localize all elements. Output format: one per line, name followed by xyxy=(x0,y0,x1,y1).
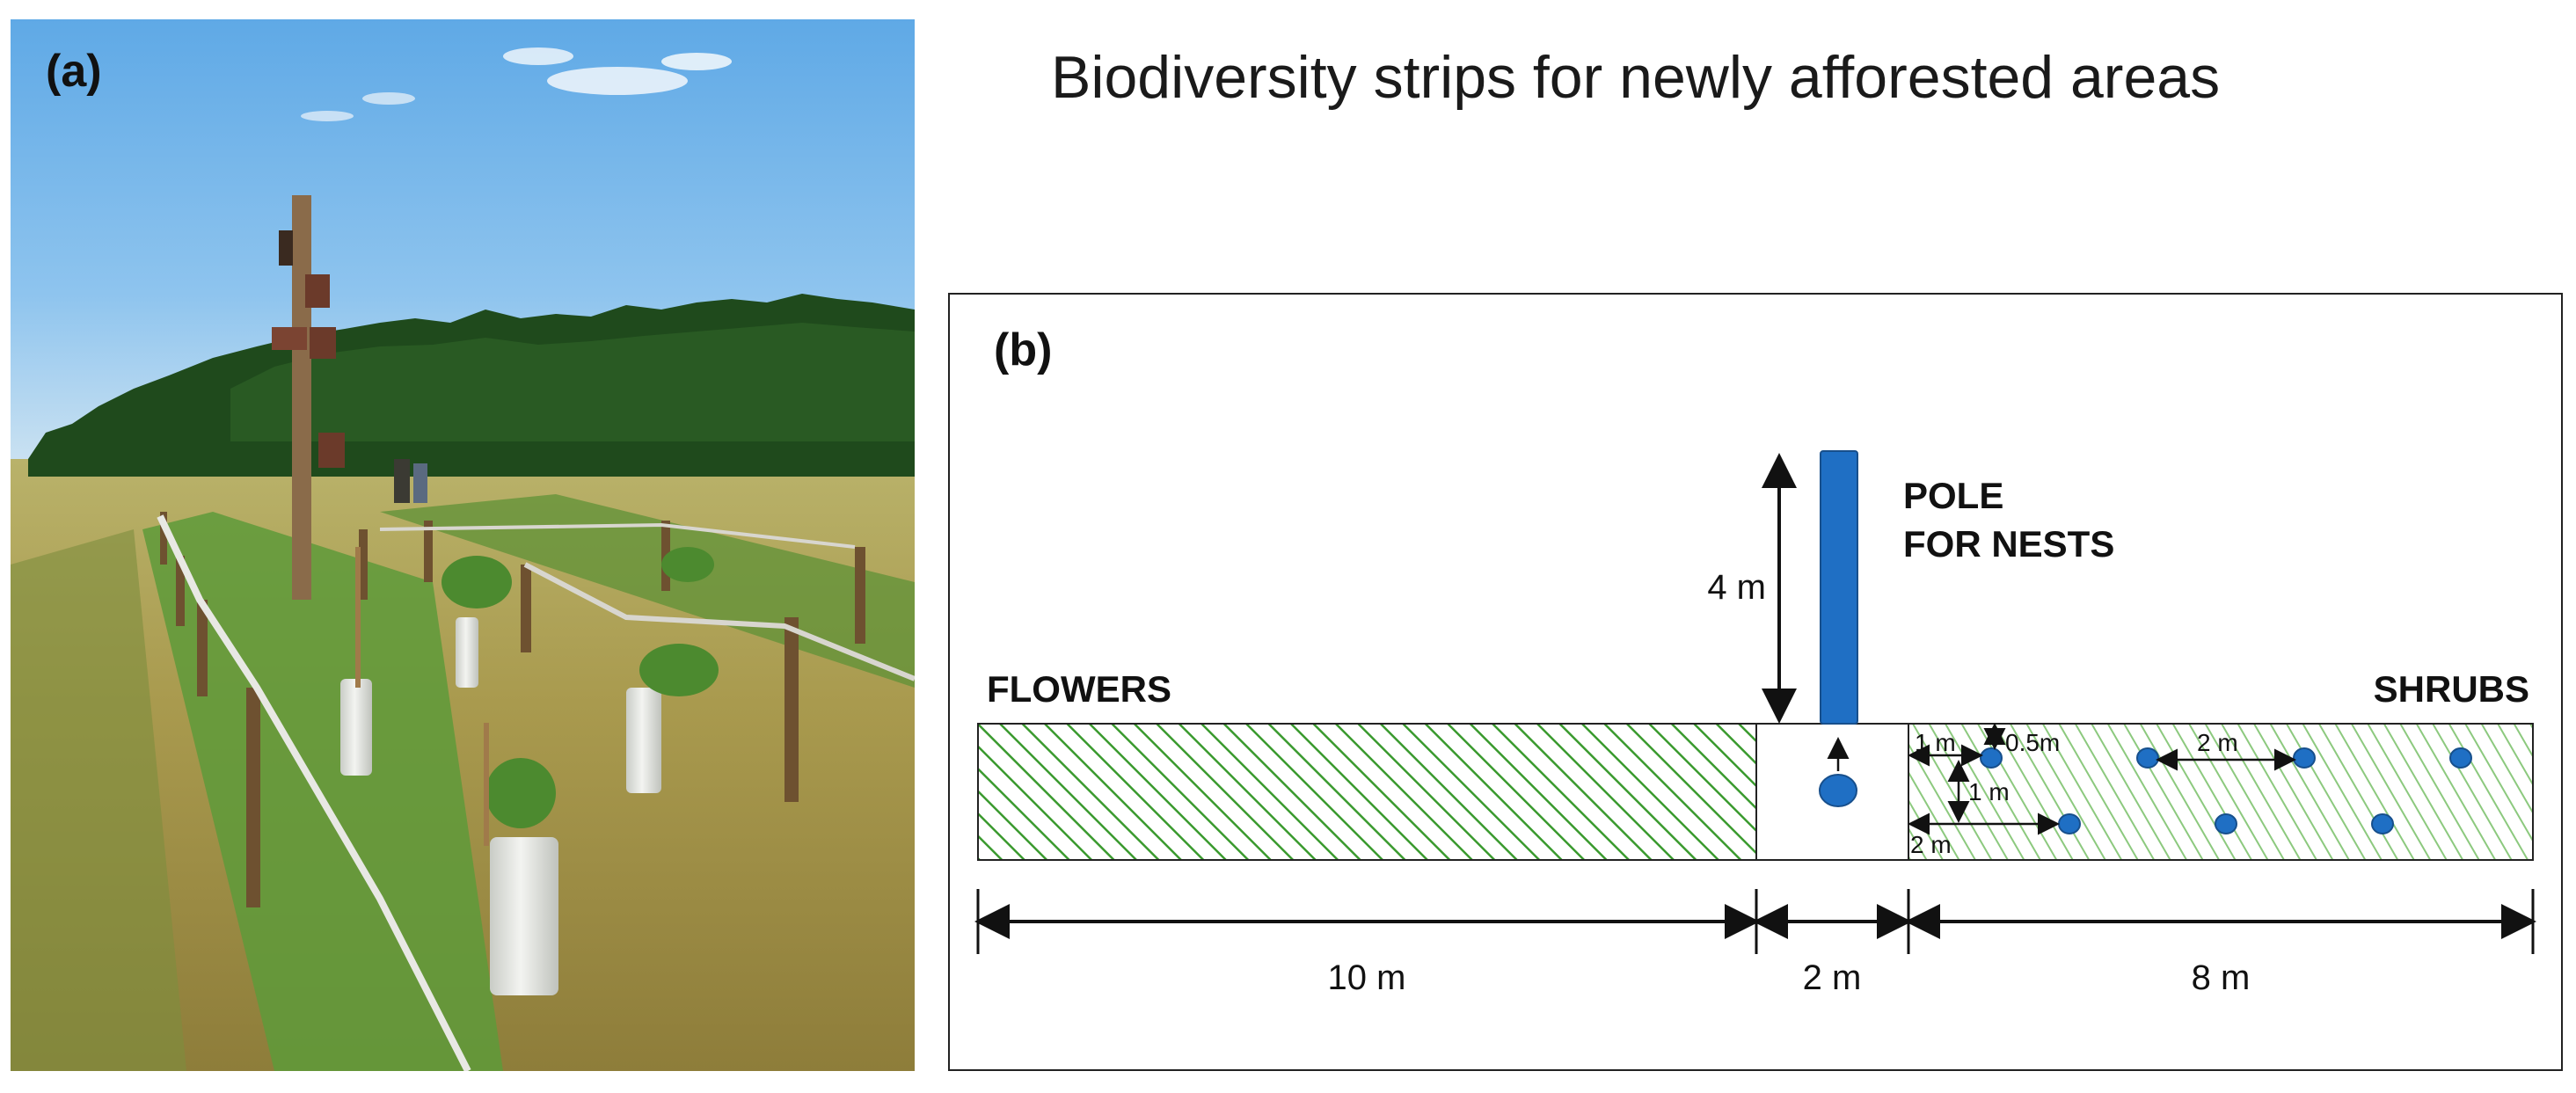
dim-1m-rows-label: 1 m xyxy=(1968,778,2010,805)
photo-panel: (a) xyxy=(11,19,915,1071)
tree-guard xyxy=(626,688,661,793)
treeline-shade xyxy=(230,323,915,441)
pole-label-line1: POLE xyxy=(1903,475,2003,516)
shrub-dot xyxy=(2215,813,2237,834)
figure-title: Biodiversity strips for newly afforested… xyxy=(1051,44,2221,111)
pole-height-label: 4 m xyxy=(1707,568,1766,607)
dim-05m-label: 0.5m xyxy=(2005,729,2060,756)
cloud xyxy=(301,111,354,121)
diagram-panel: (b) FLOWERS SHRUBS POLE FOR NESTS 4 m 1 … xyxy=(948,293,2563,1071)
tree-guard xyxy=(490,837,558,995)
shrub-dot xyxy=(2136,747,2159,769)
shrub-dot xyxy=(1980,747,2003,769)
nest-box xyxy=(272,327,307,350)
dim-2m-between-label: 2 m xyxy=(2197,729,2238,756)
tree-guard xyxy=(340,679,372,776)
nest-pole-bar xyxy=(1820,450,1858,725)
shrubs-label: SHRUBS xyxy=(2374,668,2529,710)
shrub-dot xyxy=(2449,747,2472,769)
shrub-dots xyxy=(1980,747,2472,834)
fence-rope xyxy=(523,562,915,681)
stake xyxy=(355,547,361,688)
panel-a-label: (a) xyxy=(46,46,102,97)
nest-box xyxy=(279,230,293,266)
fence-posts xyxy=(160,512,865,907)
dim-2m-offset-label: 2 m xyxy=(1910,831,1952,858)
flowers-label: FLOWERS xyxy=(987,668,1171,710)
cloud xyxy=(362,92,415,105)
width-pole-label: 2 m xyxy=(1803,958,1862,997)
shrub-dot xyxy=(2293,747,2316,769)
panel-b-label: (b) xyxy=(994,324,1052,375)
tree-guard xyxy=(456,617,478,688)
flowers-strip xyxy=(977,723,1757,861)
grass-left xyxy=(11,529,186,1071)
fence-rope xyxy=(157,514,471,1071)
width-shrubs-label: 8 m xyxy=(2192,958,2251,997)
nest-box xyxy=(305,274,330,308)
fence-rope xyxy=(379,522,856,549)
pole-base-circle xyxy=(1819,774,1857,807)
dim-1m-edge-label: 1 m xyxy=(1915,729,1956,756)
nest-pole xyxy=(292,195,311,600)
shrub-dot xyxy=(2371,813,2394,834)
grass-strip xyxy=(380,494,915,688)
person xyxy=(413,463,427,503)
nest-box xyxy=(310,327,336,359)
shrubs-strip xyxy=(1908,723,2534,861)
cloud xyxy=(661,53,732,70)
saplings xyxy=(441,547,719,828)
stake xyxy=(484,723,489,846)
cloud xyxy=(547,67,688,95)
cloud xyxy=(503,47,573,65)
width-flowers-label: 10 m xyxy=(1328,958,1406,997)
shrub-dot xyxy=(2058,813,2081,834)
nest-box xyxy=(318,433,345,468)
person xyxy=(394,459,410,503)
pole-label-line2: FOR NESTS xyxy=(1903,523,2114,565)
